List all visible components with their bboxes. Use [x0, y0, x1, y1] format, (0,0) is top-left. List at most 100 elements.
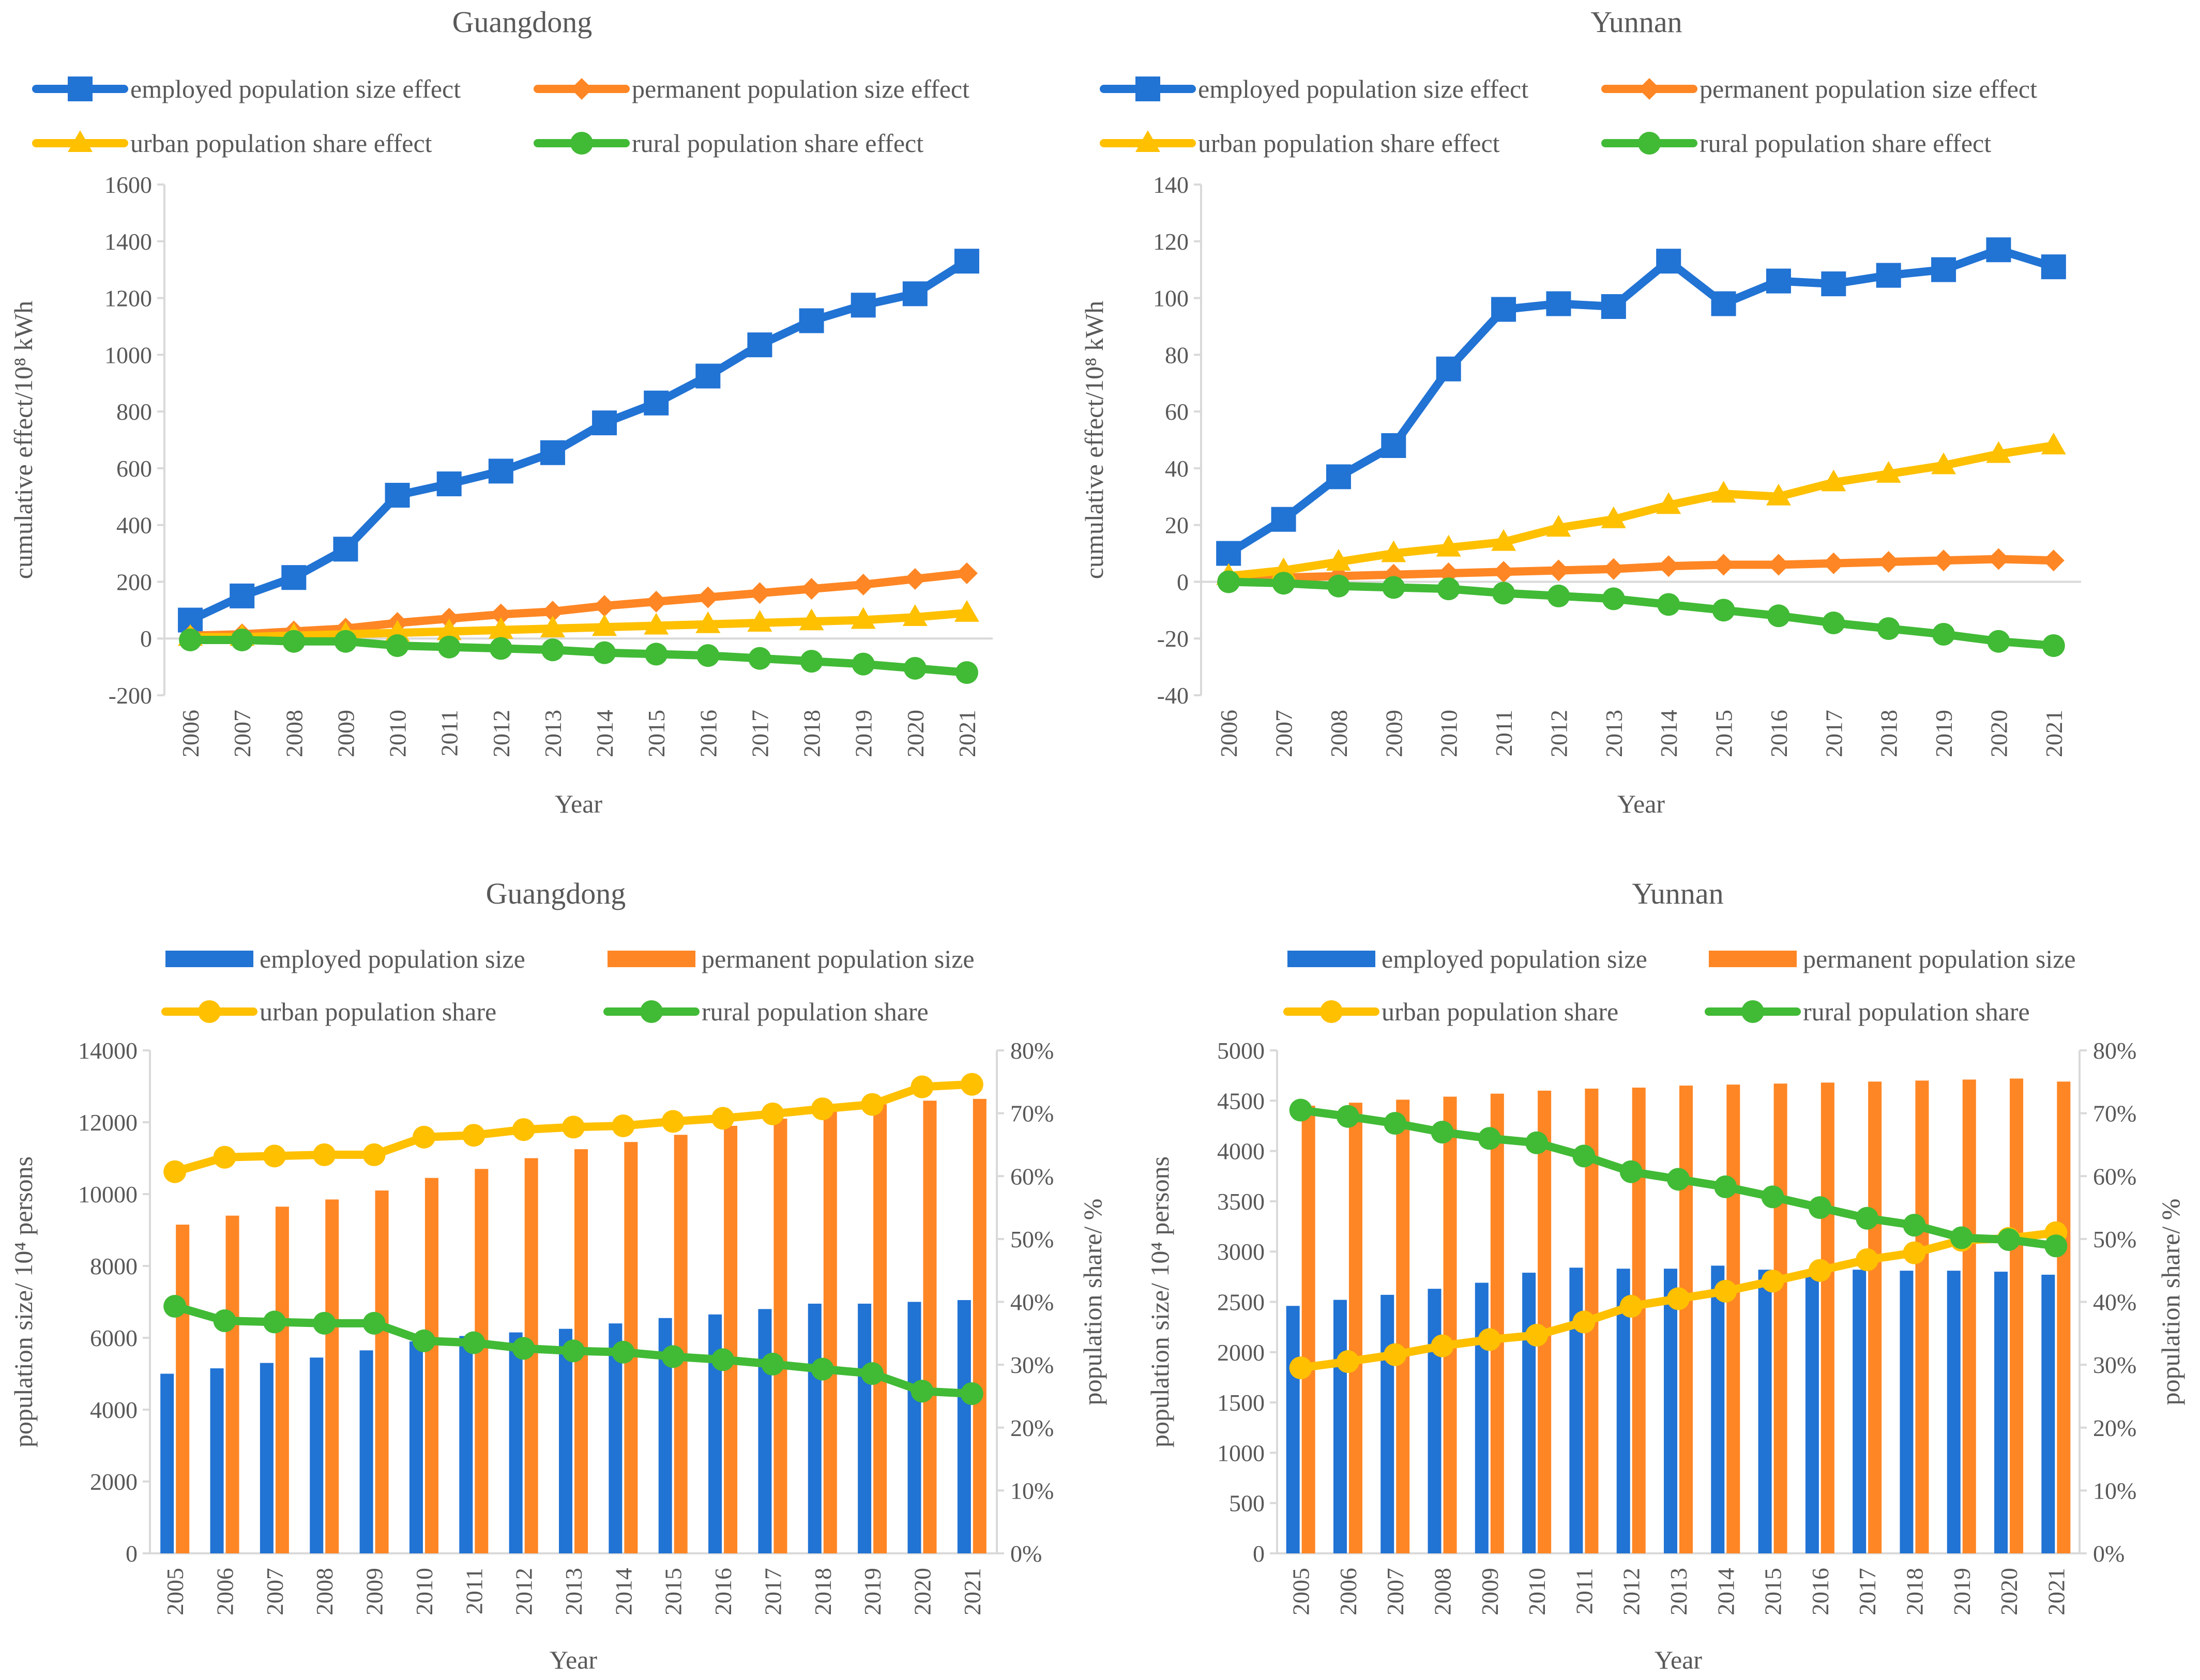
data-point-urban: [1808, 1259, 1831, 1282]
bar-permanent: [823, 1109, 837, 1553]
y-axis-label: cumulative effect/10⁸ kWh: [1080, 301, 1109, 579]
y2-tick-label: 60%: [2093, 1163, 2136, 1189]
data-point-rural: [2044, 1234, 2068, 1258]
bar-employed: [1758, 1270, 1772, 1553]
data-point-employed: [695, 363, 721, 389]
bar-employed: [1664, 1269, 1677, 1553]
line-chart-1: Guangdong employed population size effect…: [9, 5, 993, 818]
x-tick-label: 2013: [540, 710, 566, 757]
y2-tick-label: 60%: [1010, 1163, 1054, 1189]
x-tick-label: 2007: [1271, 710, 1297, 757]
data-point-employed: [1876, 263, 1901, 288]
x-tick-label: 2016: [710, 1568, 736, 1615]
bar-employed: [459, 1336, 473, 1553]
data-point-employed: [385, 483, 410, 508]
y-tick-label: 3000: [1217, 1239, 1265, 1265]
x-tick-label: 2021: [2043, 1568, 2069, 1615]
data-point-urban: [954, 600, 979, 622]
legend-permanent-label: permanent population size: [1803, 944, 2076, 973]
y2-tick-label: 10%: [1010, 1477, 1054, 1504]
data-point-rural: [1437, 577, 1460, 601]
bar-permanent: [973, 1098, 987, 1553]
data-point-urban: [1491, 529, 1516, 551]
bar-permanent: [1868, 1081, 1882, 1553]
y2-tick-label: 20%: [2093, 1415, 2136, 1441]
y-tick-label: 5000: [1217, 1037, 1265, 1064]
data-point-employed: [281, 565, 307, 590]
bar-employed: [509, 1332, 523, 1553]
data-point-urban: [851, 607, 876, 629]
data-point-urban: [1714, 1279, 1737, 1303]
data-point-rural: [593, 641, 616, 664]
y-tick-label: 14000: [78, 1037, 138, 1064]
x-tick-label: 2011: [1571, 1568, 1597, 1614]
data-point-permanent: [490, 603, 512, 625]
legend-urban-label: urban population share effect: [130, 129, 432, 158]
data-point-urban: [1903, 1241, 1926, 1264]
y2-tick-label: 30%: [1010, 1352, 1054, 1378]
bar-permanent: [773, 1119, 787, 1553]
data-point-employed: [644, 390, 669, 416]
legend-employed-swatch: [165, 951, 253, 967]
y-tick-label: 4000: [1217, 1138, 1265, 1165]
data-point-urban: [661, 1110, 685, 1133]
data-point-employed: [1271, 507, 1296, 532]
bar-employed: [1805, 1273, 1819, 1553]
data-point-rural: [696, 644, 720, 667]
data-point-urban: [902, 604, 928, 627]
x-tick-label: 2010: [1524, 1568, 1550, 1615]
data-point-urban: [1289, 1356, 1312, 1380]
x-axis-label: Year: [1655, 1645, 1702, 1674]
x-tick-label: 2021: [954, 710, 980, 757]
x-axis-label: Year: [550, 1645, 597, 1674]
y-tick-label: 200: [116, 569, 152, 595]
bar-permanent: [1962, 1079, 1976, 1553]
y2-tick-label: 40%: [1010, 1289, 1054, 1316]
x-tick-label: 2015: [643, 710, 670, 757]
data-point-employed: [540, 440, 565, 465]
data-point-permanent: [1547, 559, 1570, 582]
data-point-employed: [1931, 257, 1956, 282]
legend-rural-label: rural population share effect: [632, 129, 923, 158]
legend-urban-label: urban population share: [1382, 997, 1618, 1026]
data-point-rural: [1572, 1144, 1596, 1168]
data-point-rural: [1903, 1214, 1926, 1237]
chart-title: Guangdong: [452, 5, 593, 39]
data-point-urban: [488, 617, 513, 639]
data-point-permanent: [1602, 558, 1625, 580]
x-tick-label: 2017: [1820, 710, 1847, 757]
y2-tick-label: 70%: [1010, 1101, 1054, 1127]
data-point-permanent: [1877, 551, 1900, 573]
bar-permanent: [1490, 1093, 1504, 1553]
data-point-employed: [1986, 237, 2011, 263]
data-point-rural: [512, 1337, 535, 1360]
data-point-urban: [213, 1146, 236, 1169]
x-tick-label: 2009: [332, 710, 359, 757]
x-tick-label: 2007: [229, 710, 255, 757]
x-tick-label: 2011: [1491, 710, 1517, 756]
y-tick-label: 1000: [1217, 1440, 1265, 1466]
legend-employed-marker: [1135, 77, 1160, 101]
data-point-employed: [851, 293, 876, 318]
bar-employed: [858, 1303, 872, 1553]
bar-employed: [2041, 1274, 2055, 1553]
data-point-employed: [1436, 356, 1461, 381]
y-tick-label: 1600: [104, 172, 152, 198]
legend-employed-label: employed population size: [260, 944, 525, 973]
data-point-rural: [462, 1331, 485, 1354]
y-tick-label: 0: [1253, 1540, 1265, 1567]
legend-rural-label: rural population share effect: [1700, 129, 1991, 158]
x-tick-label: 2015: [1760, 1568, 1786, 1615]
x-tick-label: 2021: [959, 1568, 985, 1615]
data-point-urban: [1431, 1334, 1454, 1357]
data-point-urban: [1856, 1248, 1879, 1272]
data-point-rural: [800, 650, 823, 673]
x-tick-label: 2019: [1949, 1568, 1975, 1615]
legend-permanent-swatch: [608, 951, 695, 967]
data-point-rural: [1289, 1098, 1312, 1122]
bar-employed: [1333, 1300, 1347, 1553]
bar-permanent: [225, 1215, 239, 1553]
data-point-rural: [761, 1352, 784, 1376]
data-point-permanent: [955, 562, 978, 584]
